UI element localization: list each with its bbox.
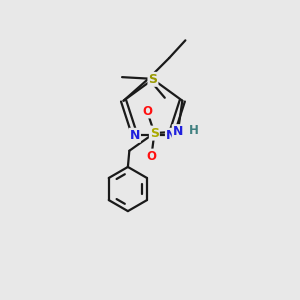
Text: N: N <box>173 125 183 138</box>
Text: S: S <box>150 127 159 140</box>
Text: N: N <box>130 129 140 142</box>
Text: O: O <box>146 150 156 163</box>
Text: S: S <box>148 73 158 86</box>
Text: H: H <box>189 124 199 136</box>
Text: O: O <box>142 104 152 118</box>
Text: N: N <box>166 129 176 142</box>
